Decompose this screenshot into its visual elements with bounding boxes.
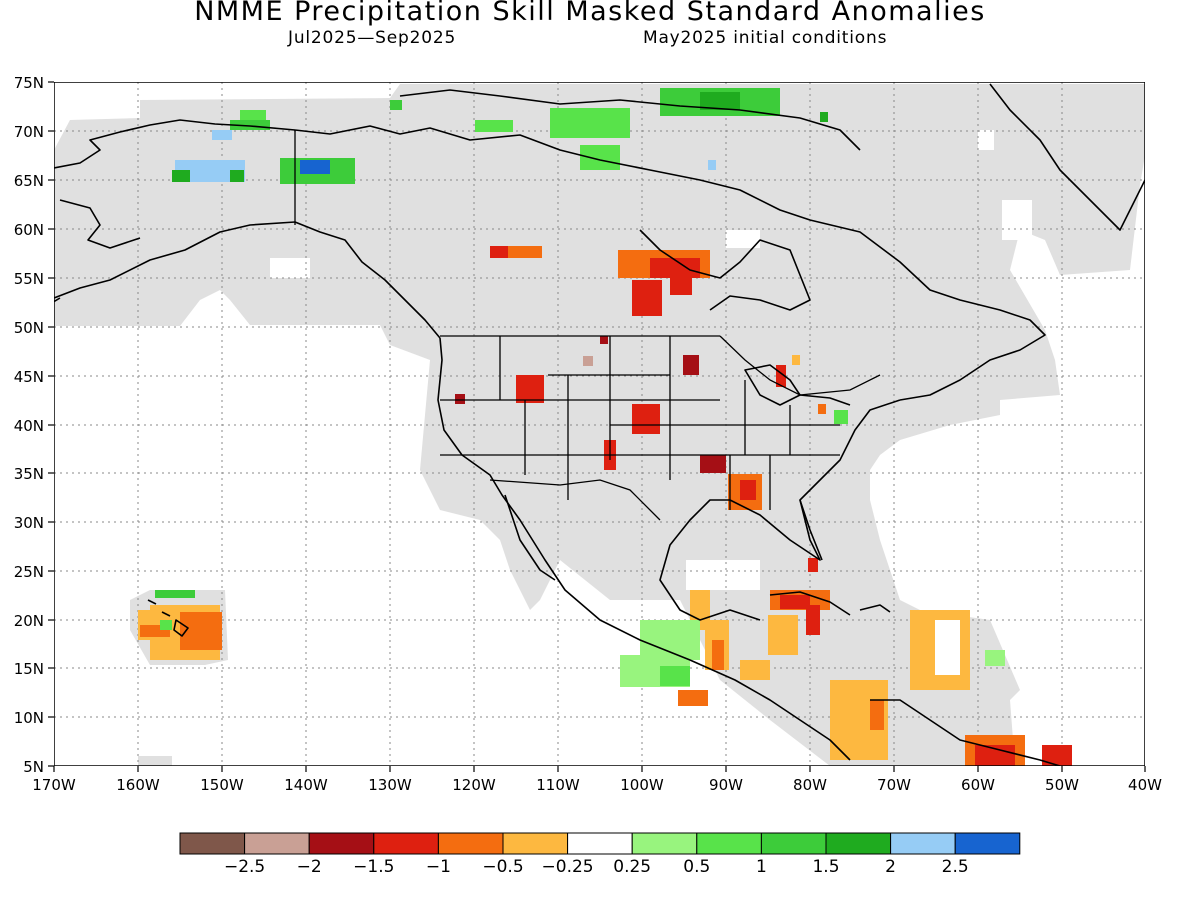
colorbar-swatch bbox=[502, 832, 569, 855]
colorbar-swatch bbox=[567, 832, 633, 855]
colorbar-swatch bbox=[437, 832, 504, 855]
latitude-labels: 75N 70N 65N 60N 55N 50N 45N 40N 35N 30N … bbox=[14, 74, 44, 776]
lat-label: 75N bbox=[14, 74, 44, 92]
colorbar-label: −1 bbox=[426, 857, 451, 877]
lat-label: 55N bbox=[14, 270, 44, 288]
initial-conditions-label: May2025 initial conditions bbox=[643, 28, 888, 48]
lon-label: 40W bbox=[1128, 776, 1162, 794]
colorbar-label: 1 bbox=[756, 857, 767, 877]
lat-label: 70N bbox=[14, 123, 44, 141]
colorbar-swatch bbox=[308, 832, 375, 855]
coastlines bbox=[54, 83, 1145, 766]
lon-label: 120W bbox=[452, 776, 496, 794]
lon-label: 70W bbox=[877, 776, 911, 794]
colorbar-label: 2 bbox=[885, 857, 896, 877]
lat-label: 50N bbox=[14, 319, 44, 337]
lat-label: 25N bbox=[14, 563, 44, 581]
lon-label: 100W bbox=[620, 776, 664, 794]
colorbar-swatch bbox=[373, 832, 439, 855]
longitude-labels: 170W 160W 150W 140W 130W 120W 110W 100W … bbox=[32, 776, 1162, 794]
map-plot-area bbox=[54, 82, 1145, 766]
lon-label: 130W bbox=[368, 776, 412, 794]
colorbar: −2.5 −2 −1.5 −1 −0.5 −0.25 0.25 0.5 1 1.5 2 2.5 bbox=[179, 832, 1021, 877]
colorbar-swatch bbox=[890, 832, 956, 855]
lat-label: 5N bbox=[23, 758, 44, 776]
colorbar-label: −2 bbox=[297, 857, 322, 877]
lat-label: 45N bbox=[14, 368, 44, 386]
colorbar-swatch bbox=[760, 832, 827, 855]
lon-label: 110W bbox=[536, 776, 580, 794]
colorbar-swatch bbox=[696, 832, 762, 855]
lon-label: 80W bbox=[793, 776, 827, 794]
lat-label: 15N bbox=[14, 660, 44, 678]
colorbar-swatch bbox=[825, 832, 892, 855]
colorbar-label: −0.25 bbox=[542, 857, 594, 877]
mask-holes bbox=[270, 130, 1032, 590]
colorbar-label: 0.25 bbox=[613, 857, 651, 877]
lat-label: 10N bbox=[14, 709, 44, 727]
lat-label: 30N bbox=[14, 514, 44, 532]
lon-label: 150W bbox=[200, 776, 244, 794]
colorbar-label: −2.5 bbox=[224, 857, 265, 877]
colorbar-swatch bbox=[179, 832, 246, 855]
lat-label: 65N bbox=[14, 172, 44, 190]
colorbar-swatch bbox=[244, 832, 310, 855]
season-label: Jul2025—Sep2025 bbox=[288, 28, 457, 48]
colorbar-label: 0.5 bbox=[683, 857, 710, 877]
colorbar-swatch bbox=[631, 832, 698, 855]
lon-label: 50W bbox=[1045, 776, 1079, 794]
map-title: NMME Precipitation Skill Masked Standard… bbox=[194, 0, 986, 27]
lat-label: 35N bbox=[14, 465, 44, 483]
colorbar-swatch bbox=[954, 832, 1021, 855]
colorbar-label: 1.5 bbox=[812, 857, 839, 877]
colorbar-label: −1.5 bbox=[353, 857, 394, 877]
lat-label: 40N bbox=[14, 417, 44, 435]
lon-label: 140W bbox=[284, 776, 328, 794]
lat-label: 20N bbox=[14, 612, 44, 630]
lon-label: 170W bbox=[32, 776, 76, 794]
lon-label: 160W bbox=[116, 776, 160, 794]
axis-ticks bbox=[48, 81, 1146, 772]
lat-label: 60N bbox=[14, 221, 44, 239]
colorbar-label: 2.5 bbox=[942, 857, 969, 877]
graticule bbox=[54, 82, 1145, 766]
political-borders bbox=[294, 130, 881, 521]
lon-label: 60W bbox=[961, 776, 995, 794]
lon-label: 90W bbox=[709, 776, 743, 794]
colorbar-label: −0.5 bbox=[482, 857, 523, 877]
